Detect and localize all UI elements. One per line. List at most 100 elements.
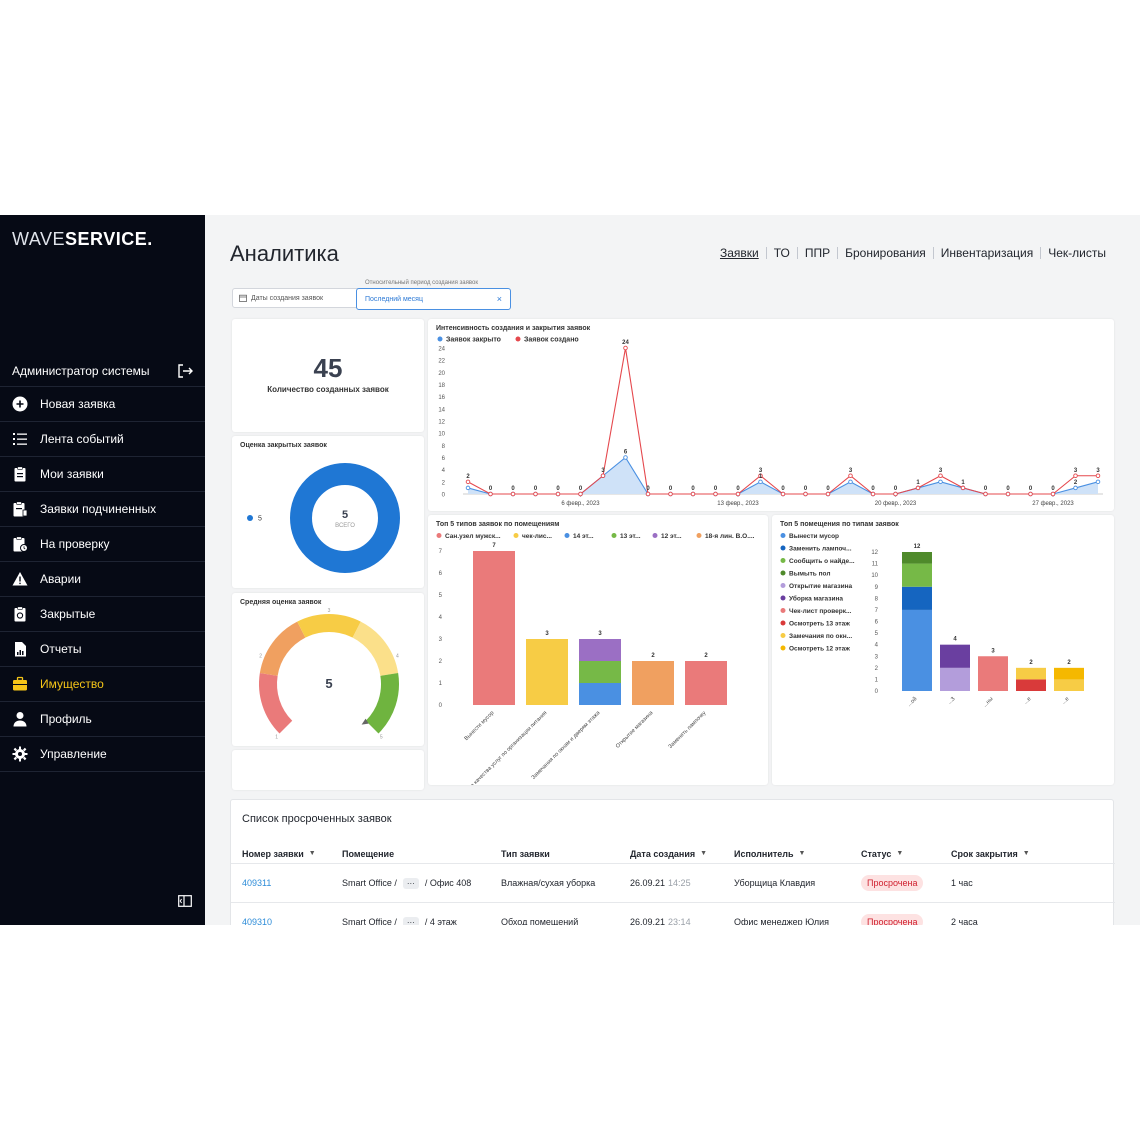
bar-total-label: 7 — [492, 543, 496, 549]
legend-dot — [780, 620, 786, 626]
rating-donut-chart: 5 5 ВСЕГО — [247, 463, 400, 573]
request-type: Влажная/сухая уборка — [501, 878, 596, 888]
status-badge: Просрочена — [861, 914, 924, 925]
tab-requests[interactable]: Заявки — [719, 246, 759, 260]
tab-inventory[interactable]: Инвентаризация — [932, 247, 1040, 259]
legend-label: Осмотреть 12 этаж — [789, 646, 850, 653]
tab-to[interactable]: ТО — [765, 247, 797, 259]
series-point — [533, 491, 538, 497]
logout-icon[interactable] — [177, 363, 193, 378]
data-label: 3 — [759, 468, 763, 474]
legend-label: Заменить лампоч... — [789, 546, 852, 553]
series-point — [870, 491, 876, 497]
series-point — [803, 491, 808, 497]
series-point — [915, 485, 921, 491]
request-link[interactable]: 409311 — [242, 878, 272, 888]
executor-name: Уборщица Клавдия — [734, 878, 816, 888]
sidebar-item-5[interactable]: На проверку — [0, 527, 205, 562]
tab-bookings[interactable]: Бронирования — [837, 247, 933, 259]
sidebar-item-7[interactable]: Закрытые — [0, 597, 205, 632]
bar-total-label: 12 — [914, 544, 921, 550]
data-label: 0 — [894, 486, 898, 492]
legend-dot — [780, 533, 786, 538]
clipboard-closed-icon — [12, 606, 28, 622]
created-time: 14:25 — [668, 878, 691, 888]
clear-period-icon[interactable]: × — [496, 294, 502, 304]
col-deadline[interactable]: Срок закрытия ▼ — [951, 844, 1030, 863]
app-window: WAVESERVICE. Администратор системы Новая… — [0, 215, 1140, 925]
table-row[interactable]: 409311 Smart Office / ··· / Офис 408 Влажн… — [231, 864, 1115, 903]
series-point — [983, 491, 988, 497]
series-point — [488, 491, 493, 497]
col-date[interactable]: Дата создания ▼ — [630, 844, 707, 863]
dates-filter-dropdown[interactable]: Даты создания заявок — [232, 288, 374, 308]
dates-filter-label: Даты создания заявок — [251, 294, 324, 302]
intensity-chart-card: Интенсивность создания и закрытия заявок… — [428, 319, 1114, 511]
col-status[interactable]: Статус ▼ — [861, 844, 903, 863]
period-filter[interactable]: Относительный период создания заявок Пос… — [356, 280, 511, 310]
sidebar-item-4[interactable]: Заявки подчиненных — [0, 492, 205, 527]
data-label: 0 — [669, 486, 673, 492]
sidebar-item-1[interactable]: Новая заявка — [0, 387, 205, 422]
page-title: Аналитика — [230, 241, 339, 266]
y-tick-label: 6 — [439, 571, 443, 577]
y-tick-label: 3 — [875, 654, 879, 660]
brand-logo-bold: SERVICE. — [65, 229, 153, 249]
intensity-line-chart: Заявок закрыто Заявок создано024681012141… — [437, 336, 1103, 507]
series-point — [668, 491, 673, 497]
y-tick-label: 8 — [875, 596, 879, 602]
col-number[interactable]: Номер заявки ▼ — [242, 844, 316, 863]
series-point — [960, 485, 966, 491]
data-label: 0 — [646, 486, 650, 492]
col-executor[interactable]: Исполнитель ▼ — [734, 844, 805, 863]
sidebar-item-label: Аварии — [40, 572, 81, 586]
tab-checklists[interactable]: Чек-листы — [1040, 247, 1113, 259]
sidebar-item-3[interactable]: Мои заявки — [0, 457, 205, 492]
sidebar-item-8[interactable]: Отчеты — [0, 632, 205, 667]
legend-label: 18-я лин. В.О.... — [705, 533, 755, 540]
bar-total-label: 3 — [598, 631, 602, 637]
sidebar-item-6[interactable]: Аварии — [0, 562, 205, 597]
gauge-segment — [259, 673, 293, 734]
data-label: 0 — [691, 486, 695, 492]
sort-icon: ▼ — [896, 850, 904, 857]
place-ellipsis-button[interactable]: ··· — [402, 877, 419, 889]
data-label: 0 — [1006, 486, 1010, 492]
request-link[interactable]: 409310 — [242, 917, 273, 925]
legend-dot — [437, 336, 443, 342]
brand-logo: WAVESERVICE. — [12, 229, 153, 250]
gauge-tick-label: 5 — [380, 734, 383, 740]
data-label: 0 — [781, 486, 785, 492]
sidebar-item-9[interactable]: Имущество — [0, 667, 205, 702]
y-tick-label: 2 — [875, 666, 879, 672]
series-point — [623, 345, 628, 351]
sidebar-item-11[interactable]: Управление — [0, 737, 205, 772]
top-rooms-bar-chart: Вынести мусор Заменить лампоч... Сообщить … — [780, 533, 1084, 709]
data-label: 0 — [511, 486, 515, 492]
period-filter-label: Относительный период создания заявок — [363, 280, 480, 286]
x-tick-label: ...е — [1061, 696, 1071, 706]
y-tick-label: 7 — [875, 608, 879, 614]
series-point — [825, 491, 831, 497]
closed-area — [468, 457, 1098, 494]
legend-label: 14 эт... — [573, 533, 594, 540]
data-label: 0 — [579, 486, 583, 492]
y-tick-label: 8 — [442, 444, 446, 450]
y-tick-label: 16 — [438, 395, 445, 401]
tab-ppr[interactable]: ППР — [796, 247, 837, 259]
sidebar-collapse-icon[interactable] — [178, 895, 192, 907]
place-ellipsis-button[interactable]: ··· — [402, 916, 419, 925]
series-point — [1028, 491, 1033, 497]
sidebar-item-label: Заявки подчиненных — [40, 502, 157, 516]
sort-icon: ▼ — [798, 850, 806, 857]
status-badge: Просрочена — [861, 875, 924, 891]
bar-segment — [1016, 679, 1046, 691]
col-deadline-label: Срок закрытия — [951, 848, 1018, 859]
bar-segment — [579, 639, 621, 661]
series-point — [735, 491, 741, 497]
legend-label: Заявок закрыто — [446, 337, 501, 344]
x-tick-label: ...ой — [906, 695, 919, 708]
sidebar-item-10[interactable]: Профиль — [0, 702, 205, 737]
sidebar-item-2[interactable]: Лента событий — [0, 422, 205, 457]
table-row[interactable]: 409310 Smart Office / ··· / 4 этаж Обход п… — [231, 903, 1115, 925]
